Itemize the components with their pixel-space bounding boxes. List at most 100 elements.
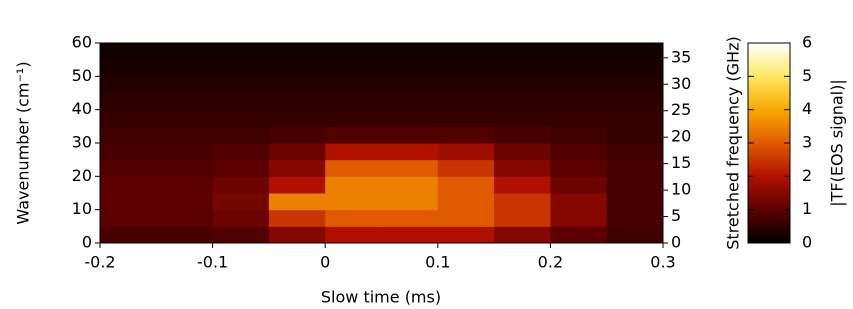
heatmap-cell (325, 126, 382, 143)
heatmap-cell (438, 126, 495, 143)
heatmap-cell (213, 93, 270, 110)
x-tick-label: -0.1 (197, 253, 228, 272)
colorbar-tick-label: 1 (802, 199, 812, 218)
heatmap-cell (325, 193, 382, 210)
heatmap-cell (382, 76, 439, 93)
heatmap-cell (269, 93, 326, 110)
heatmap-cell (494, 143, 551, 160)
y-tick-label: 0 (82, 233, 92, 252)
heatmap-cell (156, 110, 213, 127)
heatmap-cell (550, 43, 607, 60)
heatmap-cell (607, 226, 664, 243)
heatmap-cell (269, 60, 326, 77)
y2-tick-label: 0 (671, 233, 681, 252)
heatmap-cell (156, 126, 213, 143)
heatmap-cell (382, 176, 439, 193)
heatmap-cell (438, 176, 495, 193)
heatmap-cell (550, 126, 607, 143)
heatmap-cell (550, 226, 607, 243)
heatmap-cell (494, 193, 551, 210)
heatmap-cell (607, 43, 664, 60)
heatmap-cell (156, 60, 213, 77)
heatmap-cell (607, 93, 664, 110)
heatmap-cell (550, 176, 607, 193)
heatmap-cell (156, 160, 213, 177)
heatmap-cell (607, 76, 664, 93)
heatmap-cell (607, 143, 664, 160)
y-tick-label: 40 (72, 99, 92, 118)
heatmap-cell (382, 193, 439, 210)
heatmap-cell (156, 143, 213, 160)
heatmap-cell (607, 160, 664, 177)
heatmap-cell (156, 43, 213, 60)
heatmap-cell (438, 110, 495, 127)
x-tick-label: 0.2 (538, 253, 563, 272)
y2-tick-label: 30 (671, 74, 691, 93)
heatmap-cell (213, 126, 270, 143)
colorbar-tick-label: 4 (802, 99, 812, 118)
heatmap-cell (494, 126, 551, 143)
heatmap-cell (438, 93, 495, 110)
heatmap-cell (269, 43, 326, 60)
heatmap-cell (269, 110, 326, 127)
colorbar-tick-label: 3 (802, 133, 812, 152)
heatmap-cell (156, 93, 213, 110)
heatmap-cell (100, 176, 157, 193)
heatmap-cell (494, 93, 551, 110)
y-tick-label: 20 (72, 166, 92, 185)
heatmap-cell (550, 143, 607, 160)
heatmap-cell (213, 210, 270, 227)
heatmap-cell (100, 226, 157, 243)
heatmap-cell (213, 76, 270, 93)
heatmap-cell (438, 226, 495, 243)
chart: Slow time (ms) Wavenumber (cm⁻¹) Stretch… (0, 0, 853, 309)
heatmap-cell (156, 176, 213, 193)
heatmap-cell (494, 110, 551, 127)
heatmap-cell (269, 76, 326, 93)
heatmap-cell (100, 76, 157, 93)
heatmap-cell (325, 110, 382, 127)
heatmap-cell (269, 226, 326, 243)
heatmap-cell (382, 226, 439, 243)
heatmap-cell (438, 160, 495, 177)
y2-tick-label: 20 (671, 127, 691, 146)
heatmap-cell (325, 76, 382, 93)
y2-tick-label: 35 (671, 47, 691, 66)
heatmap-cell (269, 143, 326, 160)
heatmap-cell (269, 193, 326, 210)
heatmap-cell (213, 43, 270, 60)
heatmap-cell (438, 43, 495, 60)
heatmap-cell (100, 126, 157, 143)
heatmap-cell (325, 176, 382, 193)
y2-tick-label: 10 (671, 180, 691, 199)
heatmap-cell (550, 93, 607, 110)
heatmap-cell (269, 160, 326, 177)
heatmap-cell (550, 76, 607, 93)
x-tick-label: 0 (320, 253, 330, 272)
colorbar-tick-label: 0 (802, 233, 812, 252)
heatmap-cell (325, 143, 382, 160)
heatmap-cell (325, 226, 382, 243)
heatmap-cell (100, 210, 157, 227)
heatmap-cell (156, 193, 213, 210)
heatmap-cell (325, 60, 382, 77)
heatmap-cell (550, 60, 607, 77)
heatmap-cell (382, 126, 439, 143)
y2-tick-label: 15 (671, 153, 691, 172)
x-axis-label: Slow time (ms) (321, 288, 441, 307)
heatmap-cell (213, 110, 270, 127)
heatmap-cell (325, 93, 382, 110)
heatmap-cell (100, 110, 157, 127)
x-tick-label: 0.1 (425, 253, 450, 272)
heatmap-cell (494, 76, 551, 93)
heatmap-cell (494, 43, 551, 60)
heatmap-cell (438, 210, 495, 227)
heatmap-cell (269, 176, 326, 193)
heatmap-cell (438, 60, 495, 77)
heatmap-cell (382, 210, 439, 227)
heatmap-cell (494, 160, 551, 177)
heatmap-cell (213, 226, 270, 243)
heatmap-cell (269, 210, 326, 227)
heatmap-cell (156, 210, 213, 227)
colorbar-label: |TF(EOS signal)| (828, 79, 847, 207)
